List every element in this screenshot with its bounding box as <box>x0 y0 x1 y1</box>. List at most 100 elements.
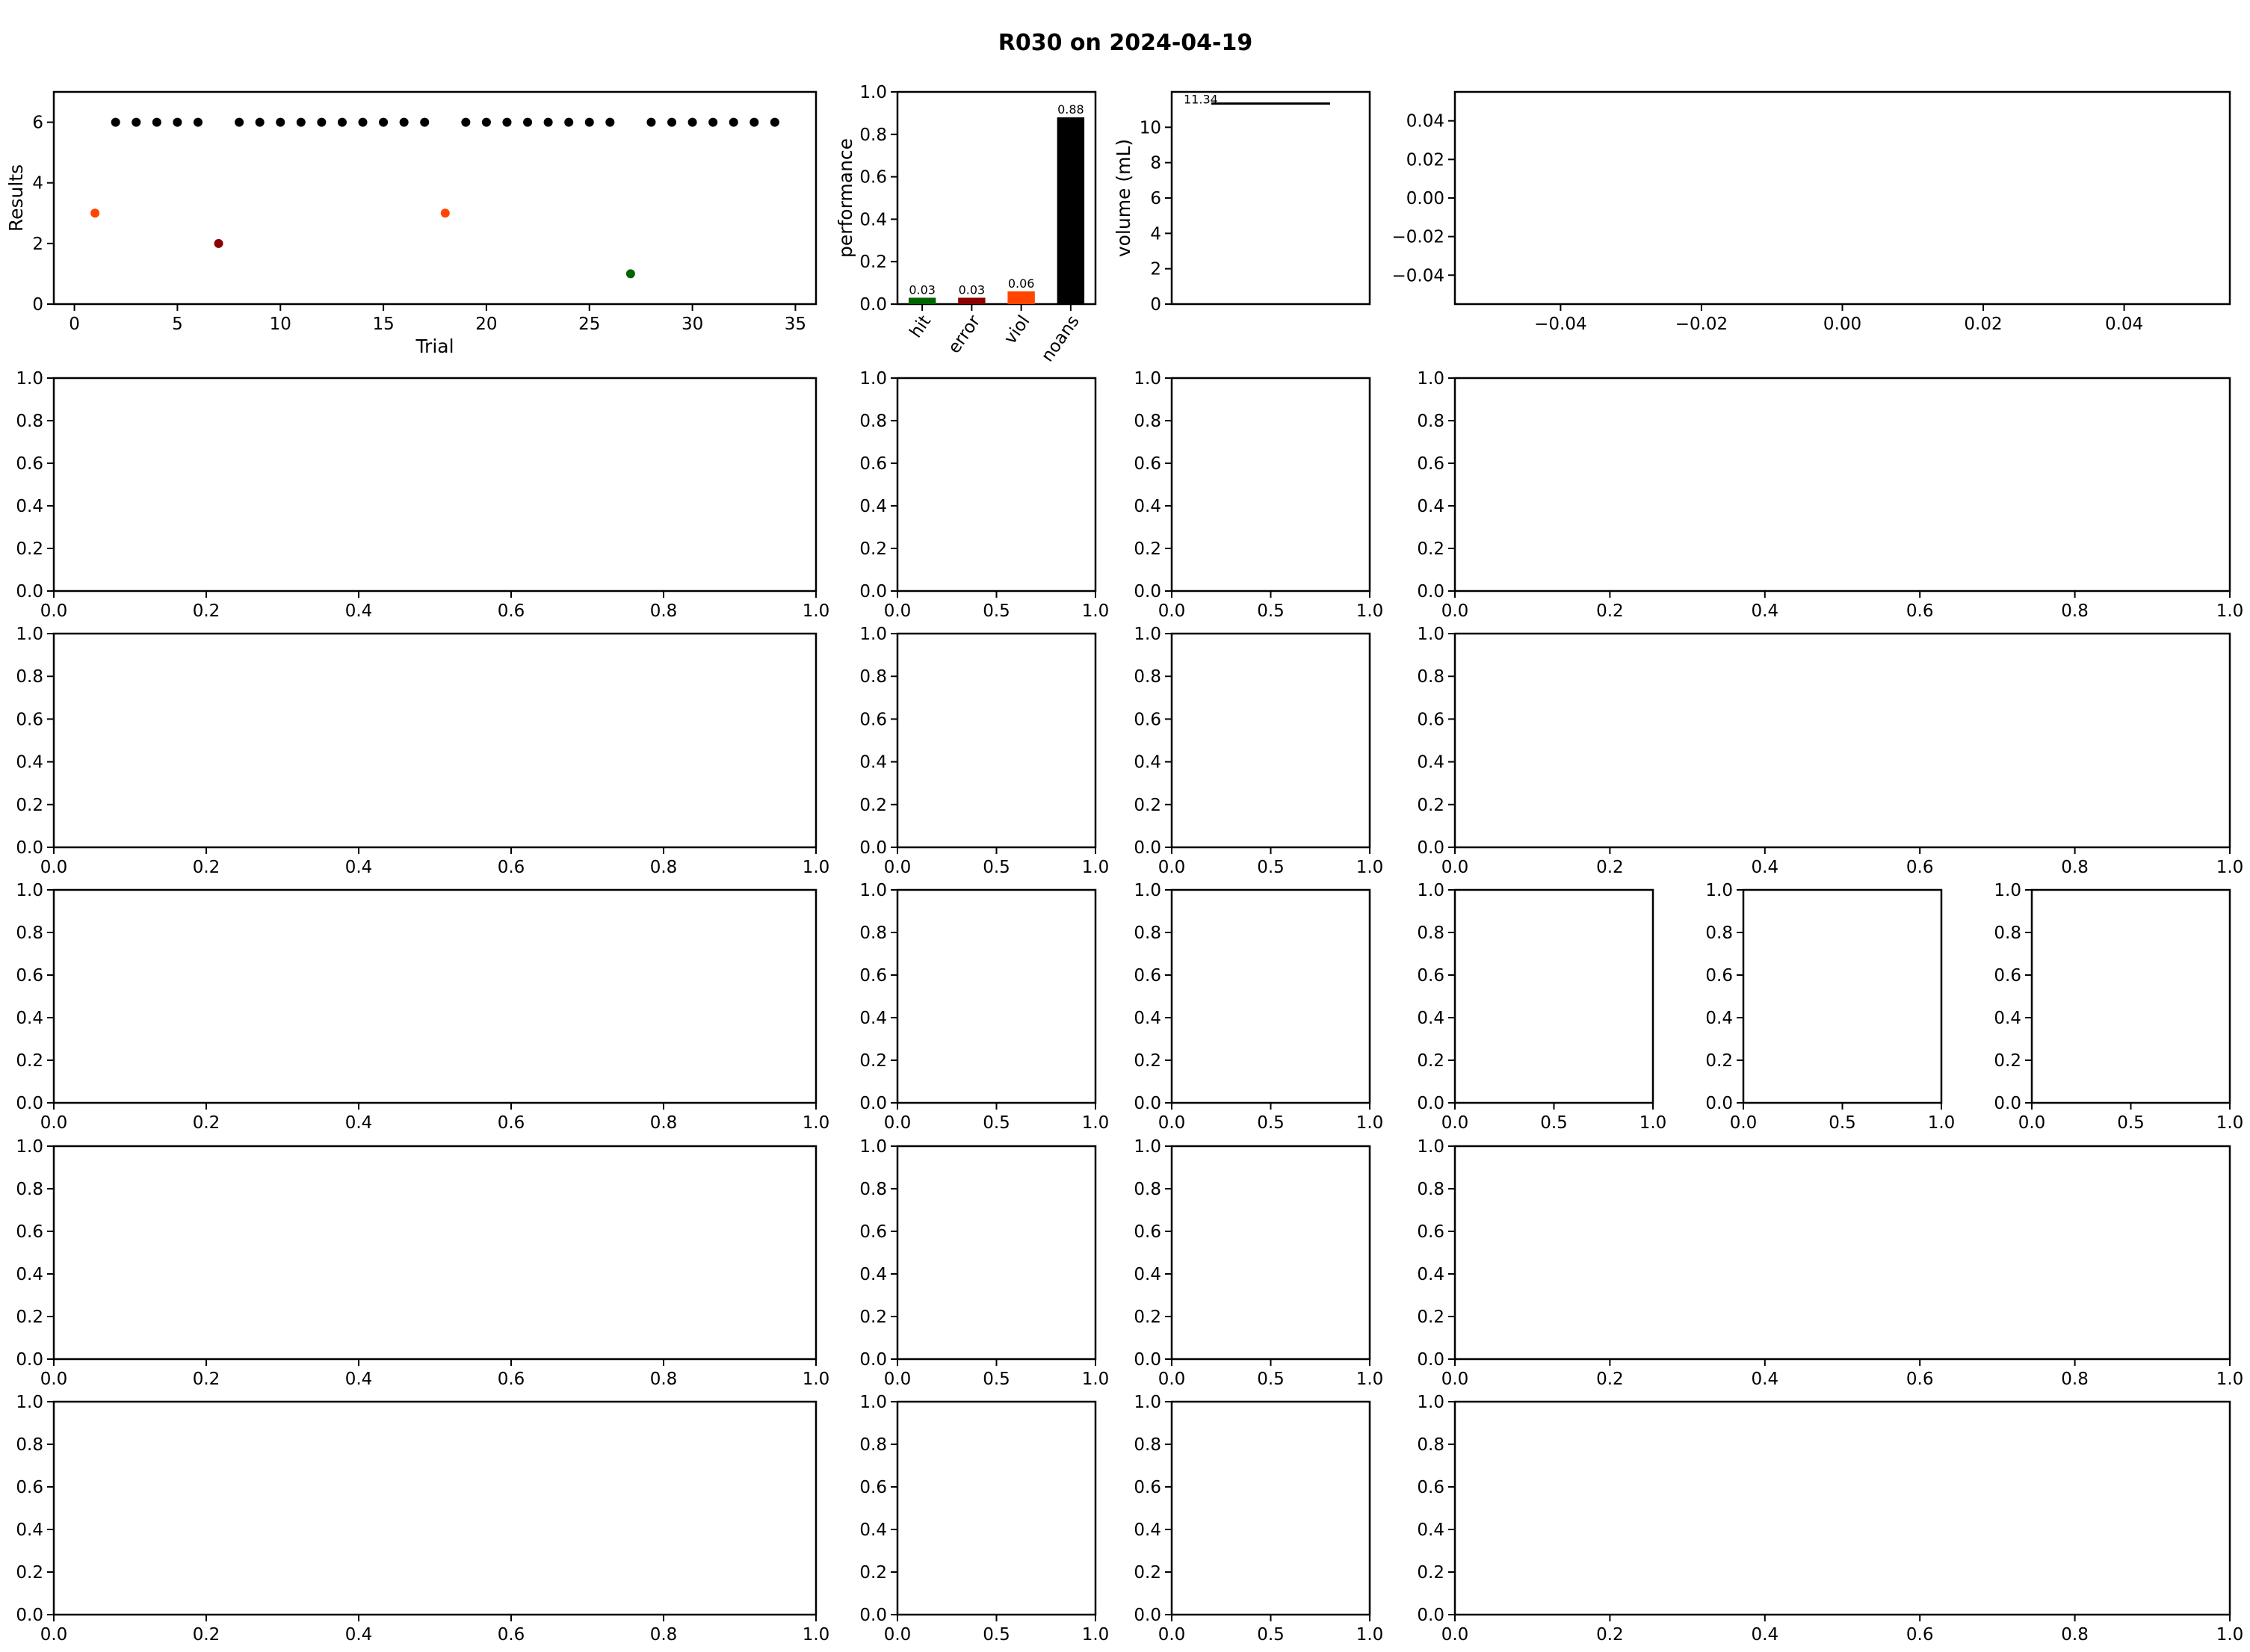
volume-ytick-label: 8 <box>1150 154 1161 173</box>
empty-axes-r3-c4-xtick-label: 0.0 <box>1441 858 1469 877</box>
empty-axes-r6-c4-ytick-label: 0.8 <box>1417 1435 1444 1455</box>
centered-xtick-label: 0.04 <box>2105 315 2143 334</box>
performance-value-label: 0.88 <box>1057 102 1084 117</box>
empty-axes-r6-c3-ytick-label: 0.8 <box>1134 1435 1161 1455</box>
results-scatter-xtick-label: 5 <box>172 315 183 334</box>
results-point <box>90 208 100 218</box>
empty-axes-r5-c4-xtick-label: 0.6 <box>1906 1370 1934 1389</box>
results-point <box>502 117 512 127</box>
empty-axes-r6-c1-frame <box>52 1400 818 1616</box>
empty-axes-r4-c4-ytick-label: 0.6 <box>1417 966 1444 986</box>
empty-axes-r2-c3-ytick-label: 0.2 <box>1134 539 1161 559</box>
empty-axes-r3-c1-xtick-label: 0.8 <box>650 858 678 877</box>
centered-ytick-label: −0.02 <box>1392 228 1444 247</box>
results-scatter-ytick-label: 6 <box>32 114 43 133</box>
empty-axes-r6-c2-xtick-label: 0.5 <box>983 1625 1010 1645</box>
empty-axes-r5-c1-ytick-label: 1.0 <box>16 1137 43 1157</box>
empty-axes-r4-c2-ytick-label: 0.6 <box>859 966 887 986</box>
empty-axes-r4-c2-ytick-label: 0.4 <box>859 1009 887 1028</box>
empty-axes-r6-c3: 0.0 0.5 1.0 0.0 0.2 0.4 0.6 0.8 1.0 <box>1134 1393 1383 1645</box>
empty-axes-r4-c3-ytick-label: 0.2 <box>1134 1051 1161 1071</box>
empty-axes-r2-c4-xtick-label: 0.4 <box>1752 601 1779 621</box>
empty-axes-r3-c4-ytick-label: 1.0 <box>1417 625 1444 644</box>
results-point <box>399 117 409 127</box>
empty-axes-r4-c1-ytick-label: 0.4 <box>16 1009 43 1028</box>
empty-axes-r2-c1-xtick-label: 0.6 <box>498 601 525 621</box>
empty-axes-r4-c2-xtick-label: 0.0 <box>884 1113 912 1133</box>
empty-axes-r5-c2-ytick-label: 0.4 <box>859 1265 887 1284</box>
empty-axes-r2-c1-xtick-label: 0.0 <box>40 601 68 621</box>
volume-line-label: 11.34 <box>1184 93 1218 107</box>
empty-axes-r5-c3: 0.0 0.5 1.0 0.0 0.2 0.4 0.6 0.8 1.0 <box>1134 1137 1383 1389</box>
empty-axes-r4-c6-ytick-label: 0.0 <box>1994 1094 2021 1113</box>
empty-axes-r2-c3-ytick-label: 0.6 <box>1134 454 1161 474</box>
empty-axes-r4-c1-xtick-label: 0.6 <box>498 1113 525 1133</box>
empty-axes-r6-c1-xtick-label: 0.8 <box>650 1625 678 1645</box>
empty-axes-r3-c3-ytick-label: 0.6 <box>1134 710 1161 729</box>
results-point <box>440 208 450 218</box>
results-scatter-xtick-label: 35 <box>785 315 806 334</box>
empty-axes-r5-c3-ytick-label: 1.0 <box>1134 1137 1161 1157</box>
empty-axes-r6-c4-ytick-label: 0.4 <box>1417 1520 1444 1540</box>
empty-axes-r4-c4-ytick-label: 1.0 <box>1417 881 1444 900</box>
results-point <box>420 117 430 127</box>
results-point <box>132 117 141 127</box>
results-point <box>770 117 779 127</box>
empty-axes-r5-c4-ytick-label: 0.8 <box>1417 1180 1444 1199</box>
empty-axes-r3-c2-ytick-label: 0.2 <box>859 796 887 815</box>
results-ylabel: Results <box>5 164 27 232</box>
results-point <box>687 117 697 127</box>
empty-axes-r2-c2-ytick-label: 1.0 <box>859 369 887 389</box>
empty-axes-r2-c3-xtick-label: 0.0 <box>1158 601 1186 621</box>
empty-axes-r2-c2-xtick-label: 0.0 <box>884 601 912 621</box>
empty-axes-r5-c1: 0.0 0.2 0.4 0.6 0.8 1.0 0.0 0.2 0.4 0.6 0.8 1.0 <box>16 1137 829 1389</box>
results-point <box>152 117 161 127</box>
results-point <box>729 117 738 127</box>
empty-axes-r4-c3-ytick-label: 0.0 <box>1134 1094 1161 1113</box>
empty-axes-r3-c2: 0.0 0.5 1.0 0.0 0.2 0.4 0.6 0.8 1.0 <box>859 625 1109 877</box>
empty-axes-r5-c4-xtick-label: 1.0 <box>2216 1370 2244 1389</box>
empty-axes-r5-c4-xtick-label: 0.8 <box>2061 1370 2089 1389</box>
empty-axes-r3-c4-frame <box>1453 632 2231 849</box>
empty-axes-r3-c1-xtick-label: 0.2 <box>193 858 220 877</box>
empty-axes-r3-c2-ytick-label: 0.8 <box>859 667 887 687</box>
performance-ytick-label: 0.6 <box>859 168 887 188</box>
empty-axes-r4-c5-ytick-label: 1.0 <box>1705 881 1733 900</box>
empty-axes-r6-c2-ytick-label: 0.6 <box>859 1478 887 1497</box>
empty-axes-r5-c2-ytick-label: 1.0 <box>859 1137 887 1157</box>
empty-axes-r2-c2-ytick-label: 0.6 <box>859 454 887 474</box>
empty-axes-r3-c4-xtick-label: 1.0 <box>2216 858 2244 877</box>
centered-xtick-label: 0.02 <box>1964 315 2002 334</box>
results-point <box>543 117 553 127</box>
empty-axes-r6-c4-ytick-label: 0.6 <box>1417 1478 1444 1497</box>
empty-axes-r4-c2: 0.0 0.5 1.0 0.0 0.2 0.4 0.6 0.8 1.0 <box>859 881 1109 1133</box>
empty-axes-r2-c3-ytick-label: 1.0 <box>1134 369 1161 389</box>
empty-axes-r5-c4-ytick-label: 0.2 <box>1417 1308 1444 1327</box>
empty-axes-r3-c3-ytick-label: 0.4 <box>1134 753 1161 773</box>
empty-axes-r4-c1-xtick-label: 0.0 <box>40 1113 68 1133</box>
empty-axes-r5-c3-ytick-label: 0.0 <box>1134 1350 1161 1370</box>
empty-axes-r6-c1-xtick-label: 1.0 <box>803 1625 830 1645</box>
performance-bar-chart-frame <box>896 90 1097 306</box>
empty-axes-r5-c3-xtick-label: 1.0 <box>1356 1370 1384 1389</box>
volume-ytick-label: 6 <box>1150 189 1161 208</box>
empty-axes-r5-c1-ytick-label: 0.4 <box>16 1265 43 1284</box>
empty-axes-r3-c1-ytick-label: 1.0 <box>16 625 43 644</box>
empty-axes-r5-c1-xtick-label: 1.0 <box>803 1370 830 1389</box>
empty-axes-r2-c1-frame <box>52 377 818 593</box>
empty-axes-r2-c1-ytick-label: 0.0 <box>16 582 43 601</box>
empty-axes-r3-c3-ytick-label: 0.2 <box>1134 796 1161 815</box>
empty-axes-r6-c1-ytick-label: 0.0 <box>16 1606 43 1625</box>
empty-axes-r3-c1-xtick-label: 0.6 <box>498 858 525 877</box>
empty-axes-r3-c4-ytick-label: 0.8 <box>1417 667 1444 687</box>
results-point <box>667 117 677 127</box>
empty-axes-r5-c2-ytick-label: 0.2 <box>859 1308 887 1327</box>
empty-axes-r4-c6-ytick-label: 0.8 <box>1994 924 2021 943</box>
empty-axes-r5-c1-xtick-label: 0.8 <box>650 1370 678 1389</box>
empty-axes-r3-c1-ytick-label: 0.2 <box>16 796 43 815</box>
empty-axes-r4-c5-ytick-label: 0.6 <box>1705 966 1733 986</box>
centered-ytick-label: 0.00 <box>1406 189 1444 208</box>
empty-axes-r2-c1-ytick-label: 0.6 <box>16 454 43 474</box>
results-scatter-frame <box>52 90 818 306</box>
performance-ytick-label: 0.0 <box>859 295 887 315</box>
